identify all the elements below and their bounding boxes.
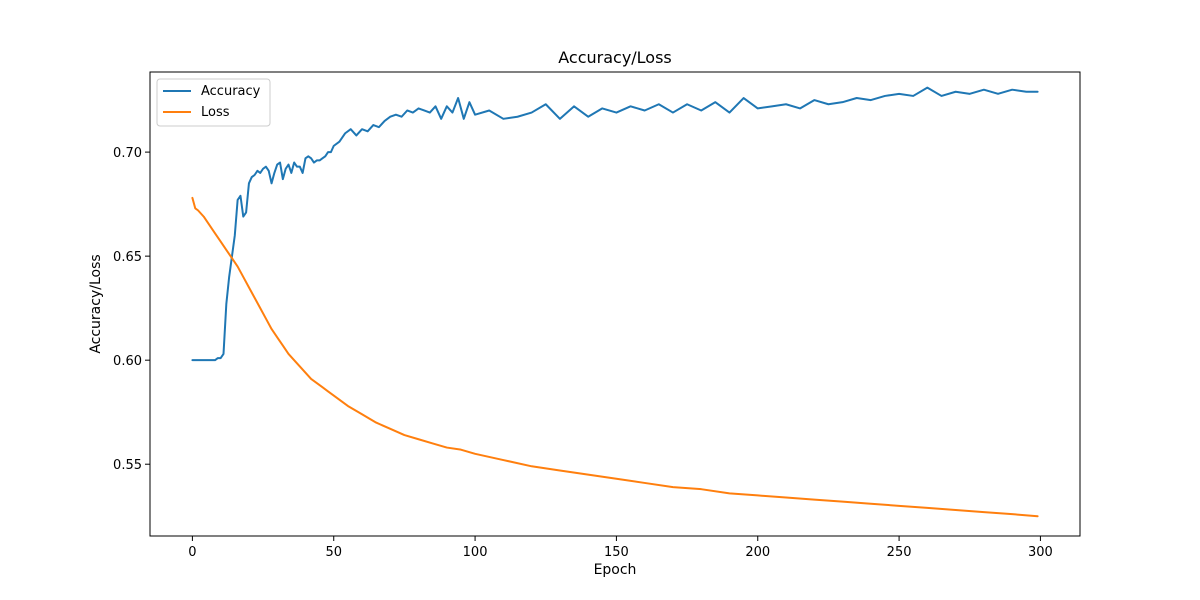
series-line-loss [191,196,1039,518]
x-tick-label: 50 [325,545,342,560]
plot-frame [149,71,1081,537]
y-tick-label: 0.70 [113,146,142,161]
legend: Accuracy Loss [156,78,271,127]
x-tick-label: 0 [188,545,196,560]
series-layer [191,86,1039,518]
legend-label-loss: Loss [201,105,230,120]
x-tick-label: 150 [604,545,629,560]
x-tick-label: 100 [463,545,488,560]
x-tick-label: 300 [1028,545,1053,560]
plot-area [149,71,1081,537]
x-axis: 0 50 100 150 200 250 300 [188,536,1053,560]
y-tick-label: 0.65 [113,250,142,265]
x-axis-label: Epoch [594,562,637,578]
legend-label-accuracy: Accuracy [201,84,261,99]
y-tick-label: 0.55 [113,458,142,473]
x-tick-label: 200 [745,545,770,560]
y-tick-label: 0.60 [113,354,142,369]
y-axis: 0.55 0.60 0.65 0.70 [113,146,150,473]
series-line-accuracy [191,86,1039,362]
y-axis-label: Accuracy/Loss [88,254,104,353]
x-tick-label: 250 [887,545,912,560]
chart-title: Accuracy/Loss [558,48,672,67]
